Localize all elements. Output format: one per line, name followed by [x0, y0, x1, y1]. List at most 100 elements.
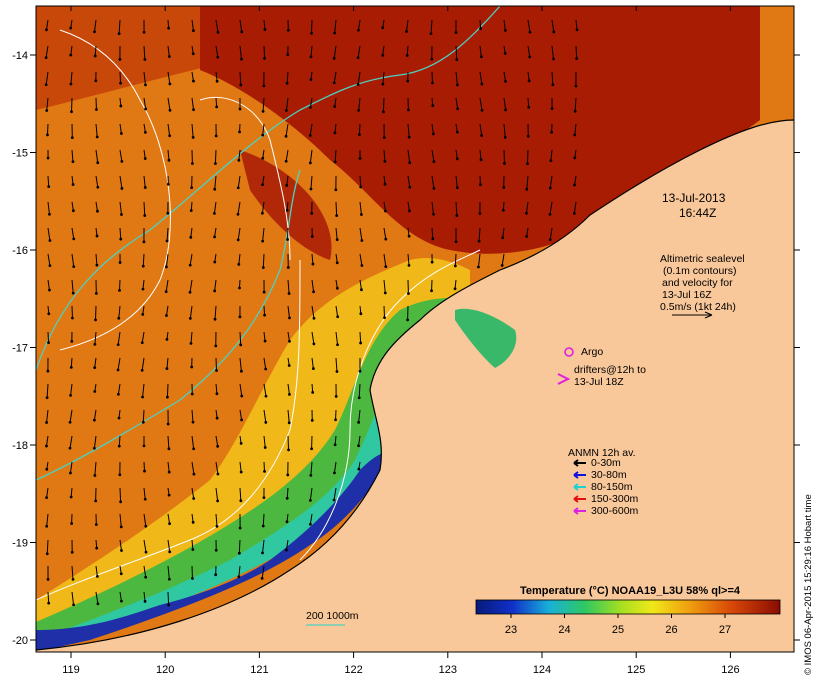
velocity-arrow: [214, 305, 217, 320]
anmn-arrowhead-icon: [573, 471, 579, 479]
velocity-arrow-head: [453, 287, 457, 291]
velocity-arrow-head: [143, 497, 147, 501]
velocity-arrow-head: [429, 32, 433, 36]
velocity-arrow: [263, 45, 266, 59]
altimetry-line-5: 0.5m/s (1kt 24h): [660, 301, 736, 313]
velocity-arrow: [94, 45, 97, 56]
velocity-arrow-head: [407, 292, 410, 295]
velocity-arrow-head: [167, 447, 171, 451]
velocity-arrow-head: [575, 28, 579, 32]
velocity-arrow: [382, 97, 385, 112]
velocity-arrow-head: [287, 292, 291, 295]
velocity-arrow: [335, 201, 338, 216]
velocity-arrow: [191, 71, 194, 82]
velocity-arrow-head: [166, 422, 170, 426]
velocity-arrow-head: [332, 57, 336, 60]
colorbar-tick-label: 25: [612, 624, 624, 636]
velocity-arrow-head: [95, 108, 98, 111]
velocity-arrow-head: [309, 473, 313, 477]
velocity-arrow: [119, 227, 122, 240]
lat-tick-label: -16: [12, 245, 28, 257]
velocity-arrow-head: [356, 56, 360, 60]
velocity-arrow-head: [335, 238, 339, 242]
velocity-arrow: [45, 19, 49, 30]
velocity-arrow-head: [71, 577, 75, 581]
velocity-arrow: [167, 149, 170, 161]
velocity-arrow: [119, 175, 123, 189]
velocity-arrow: [119, 487, 122, 502]
isobath-legend: 200 1000m: [306, 610, 359, 626]
velocity-arrow-head: [143, 469, 146, 473]
velocity-arrow-head: [406, 318, 410, 322]
velocity-arrow: [119, 123, 122, 134]
velocity-arrow-head: [92, 446, 96, 450]
velocity-arrow-head: [501, 208, 505, 212]
velocity-arrow-head: [141, 287, 145, 291]
velocity-arrow-head: [214, 573, 218, 577]
velocity-arrow-head: [382, 110, 385, 114]
velocity-arrow: [95, 253, 98, 266]
velocity-arrow-head: [287, 448, 290, 452]
velocity-arrow-head: [95, 234, 99, 238]
velocity-arrow-head: [239, 499, 243, 503]
velocity-arrow-head: [477, 239, 481, 243]
velocity-arrow: [262, 513, 265, 527]
anmn-arrowhead-icon: [573, 495, 579, 503]
velocity-arrow: [527, 71, 530, 81]
velocity-arrow: [526, 227, 529, 237]
velocity-arrow-head: [216, 499, 220, 503]
velocity-scale-arrowhead-icon: [704, 311, 713, 319]
velocity-arrow: [287, 435, 290, 450]
lon-tick-label: 124: [533, 664, 551, 676]
velocity-arrow-head: [311, 262, 315, 266]
velocity-arrow-head: [335, 261, 339, 265]
land-mass: [36, 120, 794, 652]
velocity-arrow-head: [430, 260, 434, 264]
velocity-arrow-head: [288, 316, 291, 320]
velocity-arrow: [285, 123, 289, 137]
velocity-arrow-head: [47, 312, 51, 316]
velocity-arrow: [407, 149, 411, 163]
velocity-arrow-head: [238, 286, 241, 290]
velocity-arrow: [479, 19, 482, 29]
isobath-legend-label: 200 1000m: [306, 610, 359, 622]
velocity-arrow-head: [335, 286, 339, 290]
velocity-arrow-head: [48, 264, 52, 268]
velocity-arrow-head: [168, 134, 172, 138]
velocity-arrow-head: [117, 32, 121, 36]
velocity-arrow: [551, 45, 555, 60]
velocity-arrow: [261, 201, 265, 214]
velocity-arrow: [333, 487, 337, 501]
velocity-arrow: [143, 591, 146, 602]
velocity-arrow-head: [431, 237, 435, 241]
velocity-arrow-head: [167, 577, 171, 581]
velocity-arrow: [142, 409, 145, 423]
velocity-arrow-head: [238, 315, 242, 319]
velocity-arrow-head: [263, 28, 267, 31]
lon-tick-label: 121: [250, 664, 268, 676]
velocity-arrow-head: [383, 316, 386, 320]
velocity-arrow-head: [501, 236, 505, 240]
velocity-arrow-head: [503, 161, 506, 165]
velocity-arrow-head: [191, 136, 195, 139]
anmn-title: ANMN 12h av.: [568, 447, 636, 459]
velocity-arrow-head: [216, 30, 220, 34]
velocity-arrow: [239, 409, 243, 420]
drifters-line-2: 13-Jul 18Z: [574, 376, 624, 388]
plot-area: [36, 6, 794, 652]
altimetry-line-2: (0.1m contours): [663, 265, 737, 277]
velocity-arrow-head: [240, 30, 244, 34]
velocity-arrow: [358, 97, 361, 111]
velocity-arrow-head: [455, 214, 459, 217]
altimetry-line-4: 13-Jul 16Z: [662, 289, 712, 301]
velocity-arrow: [46, 513, 49, 527]
velocity-arrow-head: [212, 211, 216, 215]
velocity-arrow-head: [93, 30, 96, 34]
velocity-arrow-head: [46, 577, 50, 581]
velocity-arrow: [143, 487, 146, 500]
velocity-arrow-head: [383, 291, 387, 295]
velocity-arrow-head: [215, 105, 219, 109]
velocity-arrow: [165, 305, 169, 316]
velocity-arrow-head: [357, 108, 361, 112]
velocity-arrow-head: [238, 526, 242, 530]
